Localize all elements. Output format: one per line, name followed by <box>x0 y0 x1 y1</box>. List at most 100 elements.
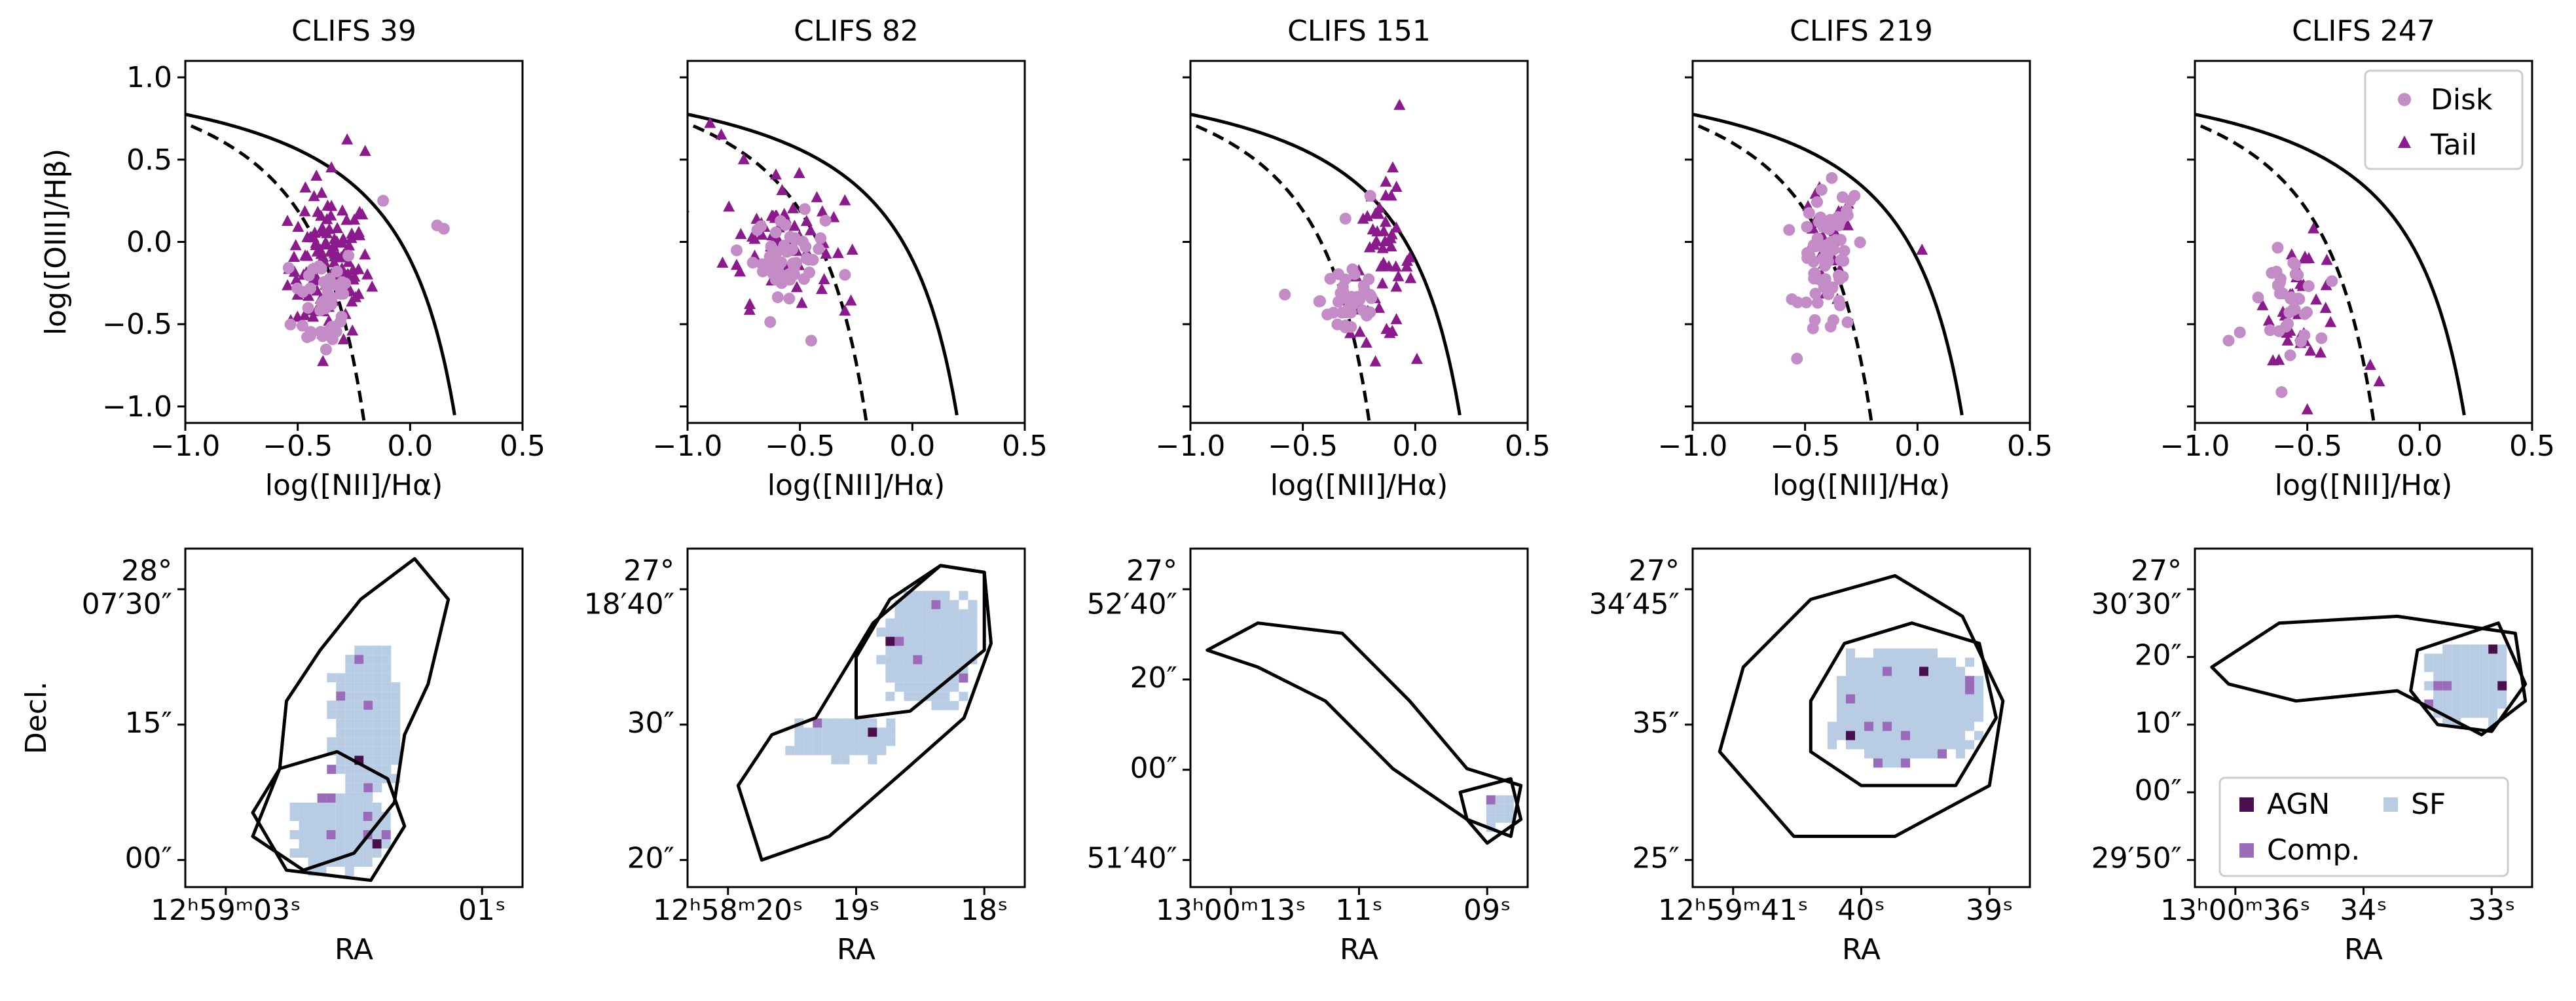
comp-pixel <box>894 636 904 646</box>
tail-point <box>1376 277 1389 289</box>
disk-point <box>2326 275 2338 287</box>
x-tick-label: −1.0 <box>1156 429 1226 463</box>
sf-pixel <box>1965 703 1974 713</box>
sf-pixel <box>354 728 364 738</box>
disk-point <box>800 241 812 253</box>
tail-point <box>1369 355 1382 367</box>
tail-point <box>288 251 301 263</box>
panel-title: CLIFS 82 <box>794 14 919 48</box>
sf-pixel <box>877 727 887 737</box>
tail-point <box>2320 279 2332 291</box>
tail-point <box>804 224 817 236</box>
sf-pixel <box>345 710 355 719</box>
disk-point <box>2302 280 2315 293</box>
tail-point <box>735 228 747 240</box>
disk-point <box>2275 386 2288 398</box>
sf-pixel <box>382 719 392 729</box>
sf-pixel <box>904 655 913 664</box>
sf-pixel <box>1837 694 1846 704</box>
sf-pixel <box>336 710 346 719</box>
disk-point <box>1792 296 1804 308</box>
sf-pixel <box>1947 712 1956 722</box>
disk-point <box>2282 318 2294 330</box>
sf-pixel <box>363 655 373 664</box>
tail-point <box>1357 212 1369 224</box>
x-tick-label: 0.5 <box>2007 429 2053 463</box>
sf-pixel <box>381 839 391 848</box>
sf-pixel <box>940 655 950 664</box>
sf-pixel <box>959 591 968 600</box>
sf-pixel <box>1892 712 1901 722</box>
disk-point <box>1783 224 1795 236</box>
comp-pixel <box>813 718 822 728</box>
sf-pixel <box>831 755 841 765</box>
disk-point <box>784 274 796 286</box>
tail-point <box>346 324 359 336</box>
sf-pixel <box>1974 703 1983 713</box>
disk-point <box>2315 332 2328 344</box>
sf-pixel <box>363 839 373 848</box>
sf-pixel <box>1947 731 1956 740</box>
sf-pixel <box>1947 694 1956 704</box>
sf-pixel <box>317 830 327 839</box>
disk-point <box>768 258 781 270</box>
sf-pixel <box>968 600 978 610</box>
sf-pixel <box>1873 694 1883 704</box>
sf-pixel <box>1892 676 1901 685</box>
comp-pixel <box>1846 694 1855 704</box>
sf-pixel <box>363 646 373 655</box>
comp-pixel <box>363 783 373 793</box>
sf-pixel <box>344 812 354 821</box>
sf-pixel <box>822 718 832 728</box>
tail-point <box>359 145 371 156</box>
tail-point <box>2281 334 2294 346</box>
sf-pixel <box>363 821 373 830</box>
sf-pixel <box>931 701 941 710</box>
sf-pixel <box>344 858 354 867</box>
comp-pixel <box>354 655 364 664</box>
sf-pixel <box>2452 663 2461 672</box>
sf-pixel <box>2488 708 2498 718</box>
x-tick-label: 0.0 <box>1392 429 1438 463</box>
sf-pixel <box>1883 685 1892 695</box>
tail-point <box>1375 260 1388 272</box>
sf-pixel <box>308 848 318 858</box>
comp-pixel <box>363 701 373 710</box>
comp-pixel <box>336 691 346 701</box>
sf-pixel <box>345 655 355 664</box>
tail-point <box>839 304 851 316</box>
tail-point <box>325 209 337 221</box>
disk-point <box>1823 223 1835 236</box>
tail-point <box>2310 293 2323 305</box>
tail-point <box>811 191 823 202</box>
sf-pixel <box>813 727 822 737</box>
sf-pixel <box>1938 694 1947 704</box>
sf-pixel <box>1965 740 1974 750</box>
sf-pixel <box>904 664 913 674</box>
sf-pixel <box>1910 712 1919 722</box>
agn-pixel <box>868 727 877 737</box>
sf-pixel <box>1864 703 1873 713</box>
sf-pixel <box>2424 663 2434 672</box>
disk-point <box>1809 287 1822 300</box>
disk-point <box>2270 265 2283 278</box>
sf-pixel <box>876 655 886 664</box>
disk-point <box>337 287 350 300</box>
comp-pixel <box>913 655 923 664</box>
dec-tick-label: 27° 34′45″ <box>1589 555 1680 621</box>
sf-pixel <box>1956 703 1965 713</box>
sf-pixel <box>308 812 318 821</box>
sf-pixel <box>1892 648 1901 658</box>
x-tick-label: −0.5 <box>263 429 333 463</box>
dec-tick-label: 27° 52′40″ <box>1087 555 1177 621</box>
sf-pixel <box>1883 712 1892 722</box>
sf-pixel <box>335 821 345 830</box>
sf-pixel <box>299 803 308 812</box>
sf-pixel <box>373 783 382 793</box>
tail-point <box>304 230 316 242</box>
sf-pixel <box>1956 676 1965 685</box>
tail-point <box>310 170 323 181</box>
bpt-plot-area <box>1693 113 1964 422</box>
sf-pixel <box>904 609 913 619</box>
tail-point <box>1390 180 1403 192</box>
